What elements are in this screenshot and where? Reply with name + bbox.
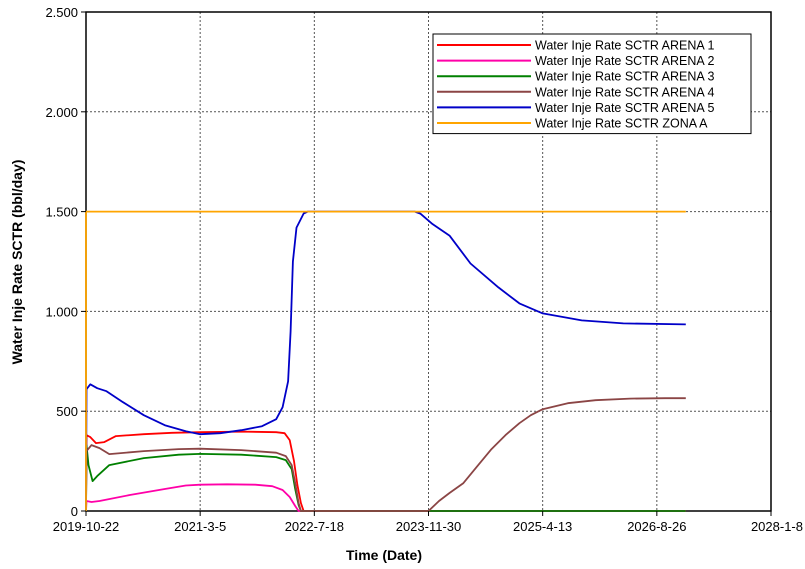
legend-label: Water Inje Rate SCTR ARENA 4 (535, 85, 715, 99)
x-tick-labels: 2019-10-22 2021-3-5 2022-7-18 2023-11-30 202… (53, 511, 803, 534)
x-tick-label: 2019-10-22 (53, 519, 120, 534)
y-tick-labels: 0 500 1.000 1.500 2.000 2.500 (45, 5, 86, 519)
series-line-5 (85, 210, 686, 512)
y-tick-label: 2.000 (45, 105, 78, 120)
legend-label: Water Inje Rate SCTR ARENA 3 (535, 70, 715, 84)
x-tick-label: 2021-3-5 (174, 519, 226, 534)
y-tick-label: 1.000 (45, 304, 78, 319)
series-line-2 (85, 483, 686, 512)
series-group (85, 210, 686, 512)
series-line-3 (85, 444, 686, 512)
y-tick-label: 500 (56, 404, 78, 419)
x-tick-label: 2025-4-13 (513, 519, 572, 534)
x-tick-label: 2028-1-8 (751, 519, 803, 534)
x-axis-title: Time (Date) (346, 547, 422, 563)
legend-label: Water Inje Rate SCTR ZONA A (535, 117, 708, 131)
series-line-6 (85, 210, 686, 511)
x-tick-label: 2023-11-30 (396, 519, 462, 534)
y-axis-title: Water Inje Rate SCTR (bbl/day) (9, 160, 25, 365)
y-tick-label: 0 (71, 504, 78, 519)
legend-box (432, 33, 752, 135)
y-tick-label: 2.500 (45, 5, 78, 20)
series-line-4 (85, 397, 686, 512)
x-tick-label: 2022-7-18 (285, 519, 344, 534)
y-tick-label: 1.500 (45, 205, 78, 220)
legend-label: Water Inje Rate SCTR ARENA 1 (535, 39, 715, 53)
series-line-1 (85, 430, 686, 512)
legend-label: Water Inje Rate SCTR ARENA 2 (535, 54, 715, 68)
gridlines (86, 12, 771, 511)
x-tick-label: 2026-8-26 (627, 519, 686, 534)
legend-label: Water Inje Rate SCTR ARENA 5 (535, 101, 715, 115)
